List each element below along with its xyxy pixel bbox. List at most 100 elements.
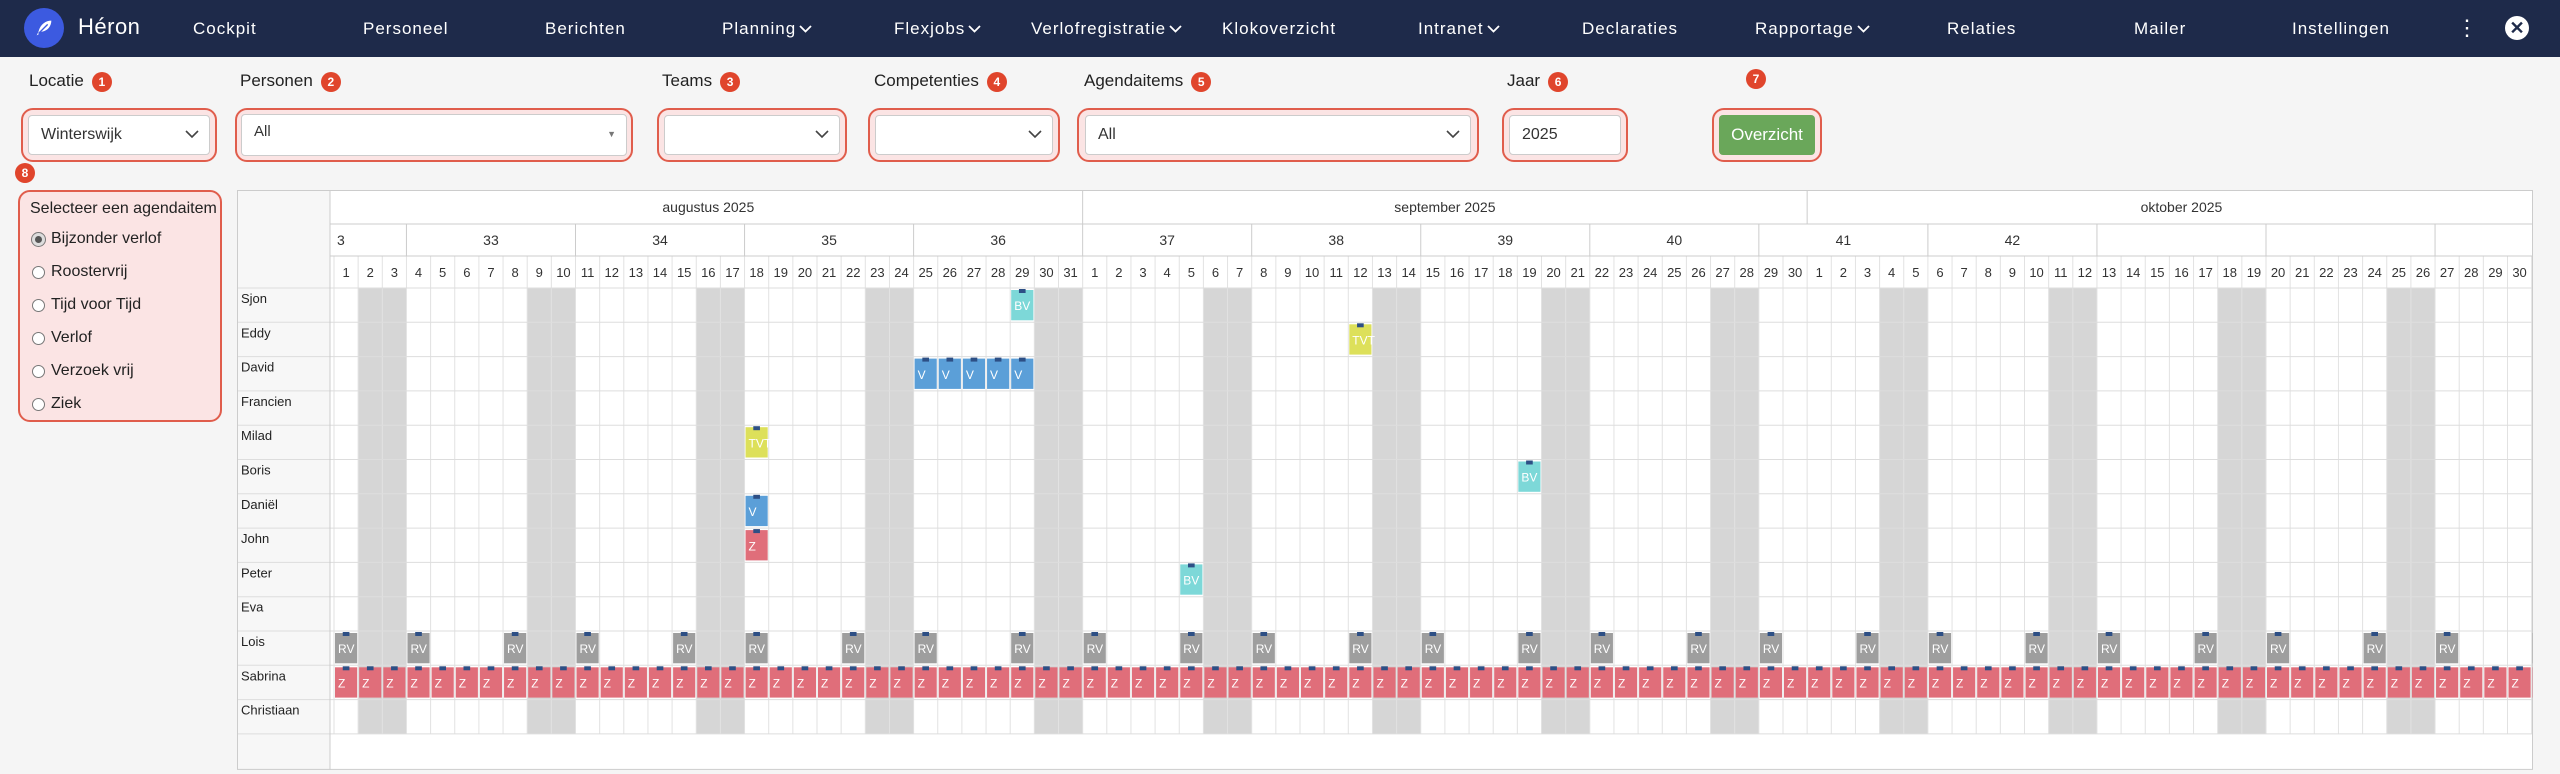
agenda-bar-z [2146, 667, 2169, 698]
day-number: 27 [2440, 265, 2454, 280]
day-number: 26 [1691, 265, 1705, 280]
teams-label: Teams 3 [662, 71, 741, 92]
feather-icon[interactable] [24, 8, 64, 48]
agenda-bar-label: RV [338, 642, 354, 656]
weekend-column [2386, 288, 2411, 734]
agenda-bar-label: Z [869, 676, 876, 690]
radio-button[interactable] [32, 364, 45, 378]
radio-button[interactable] [32, 265, 45, 279]
overzicht-button[interactable]: Overzicht [1719, 115, 1815, 155]
nav-label: Flexjobs [894, 19, 966, 38]
nav-instellingen[interactable]: Instellingen [2292, 19, 2390, 39]
nav-flexjobs[interactable]: Flexjobs [894, 19, 981, 39]
bar-marker [922, 666, 929, 671]
weekend-column [1903, 288, 1928, 734]
agenda-bar-z [1566, 667, 1589, 698]
agenda-bar-z [455, 667, 478, 698]
bar-marker [705, 666, 712, 671]
agenda-bar-z [1687, 667, 1710, 698]
bar-marker [753, 529, 760, 534]
agenda-bar-label: RV [749, 642, 765, 656]
agenda-bar-z [1035, 667, 1058, 698]
agenda-bar-label: Z [1473, 676, 1480, 690]
agenda-bar-label: RV [2367, 642, 2383, 656]
agenda-bar-label: Z [2512, 676, 2519, 690]
step-badge: 3 [720, 71, 741, 92]
radio-label: Bijzonder verlof [51, 230, 162, 247]
agenda-bar-label: Z [2173, 676, 2180, 690]
bar-marker [2492, 666, 2499, 671]
agenda-bar-label: V [918, 368, 926, 382]
teams-select[interactable] [664, 115, 840, 155]
day-number: 5 [439, 265, 446, 280]
agenda-bar-label: Z [1956, 676, 1963, 690]
agenda-bar-z [1228, 667, 1251, 698]
radio-option[interactable]: Verzoek vrij [32, 362, 134, 380]
competenties-select[interactable] [875, 115, 1053, 155]
radio-option[interactable]: Roostervrij [32, 263, 127, 281]
nav-intranet[interactable]: Intranet [1418, 19, 1500, 39]
agenda-bar-label: Z [2125, 676, 2132, 690]
nav-planning[interactable]: Planning [722, 19, 812, 39]
locatie-select[interactable]: Winterswijk [28, 115, 210, 155]
day-number: 11 [1329, 265, 1343, 280]
radio-button[interactable] [31, 231, 46, 247]
radio-option[interactable]: Tijd voor Tijd [32, 296, 141, 314]
agenda-bar-z [2025, 667, 2048, 698]
more-menu-icon[interactable]: ⋮ [2456, 15, 2478, 40]
close-icon[interactable]: ✕ [2505, 16, 2529, 40]
day-number: 23 [2343, 265, 2357, 280]
nav-declaraties[interactable]: Declaraties [1582, 19, 1678, 39]
nav-mailer[interactable]: Mailer [2134, 19, 2186, 39]
nav-berichten[interactable]: Berichten [545, 19, 626, 39]
agenda-bar-z [1252, 667, 1275, 698]
nav-relaties[interactable]: Relaties [1947, 19, 2016, 39]
radio-option[interactable]: Ziek [32, 395, 81, 413]
nav-klokoverzicht[interactable]: Klokoverzicht [1222, 19, 1336, 39]
agenda-bar-label: RV [410, 642, 426, 656]
agenda-bar-label: RV [1594, 642, 1610, 656]
jaar-input[interactable]: 2025 [1509, 115, 1621, 155]
radio-button[interactable] [32, 331, 45, 345]
day-number: 2 [1115, 265, 1122, 280]
radio-button[interactable] [32, 298, 45, 312]
agendaitems-select[interactable]: All [1085, 115, 1471, 155]
agenda-bar-label: Z [821, 676, 828, 690]
nav-personeel[interactable]: Personeel [363, 19, 449, 39]
radio-button[interactable] [32, 397, 45, 411]
nav-verlofregistratie[interactable]: Verlofregistratie [1031, 19, 1182, 39]
day-number: 4 [1164, 265, 1171, 280]
weekend-column [358, 288, 383, 734]
agenda-bar-label: Z [918, 676, 925, 690]
day-number: 15 [1426, 265, 1440, 280]
nav-label: Cockpit [193, 19, 257, 38]
radio-option[interactable]: Bijzonder verlof [31, 230, 162, 248]
nav-cockpit[interactable]: Cockpit [193, 19, 257, 39]
bar-marker [729, 666, 736, 671]
bar-marker [1018, 666, 1026, 671]
agenda-bar-z [2315, 667, 2338, 698]
day-number: 11 [581, 265, 595, 280]
agenda-bar-label: BV [1521, 471, 1537, 485]
weekend-column [382, 288, 407, 734]
bar-marker [1550, 666, 1557, 671]
bar-marker [2202, 666, 2209, 671]
agenda-bar-label: V [749, 505, 757, 519]
person-name: Peter [241, 565, 273, 580]
agenda-bar-label: RV [1256, 642, 1272, 656]
day-number: 24 [2367, 265, 2381, 280]
agenda-bar-z [890, 667, 913, 698]
agenda-bar-label: Z [1594, 676, 1601, 690]
radio-label: Verzoek vrij [51, 362, 134, 379]
bar-marker [2033, 666, 2040, 671]
radio-option[interactable]: Verlof [32, 329, 92, 347]
bar-marker [608, 666, 616, 671]
app-name[interactable]: Héron [78, 14, 141, 39]
agenda-bar-label: BV [1183, 574, 1199, 588]
personen-select[interactable]: All ▼ [241, 114, 627, 156]
bar-marker [946, 357, 954, 362]
day-number: 28 [991, 265, 1005, 280]
weekend-column [527, 288, 552, 734]
day-number: 1 [1091, 265, 1098, 280]
nav-rapportage[interactable]: Rapportage [1755, 19, 1870, 39]
